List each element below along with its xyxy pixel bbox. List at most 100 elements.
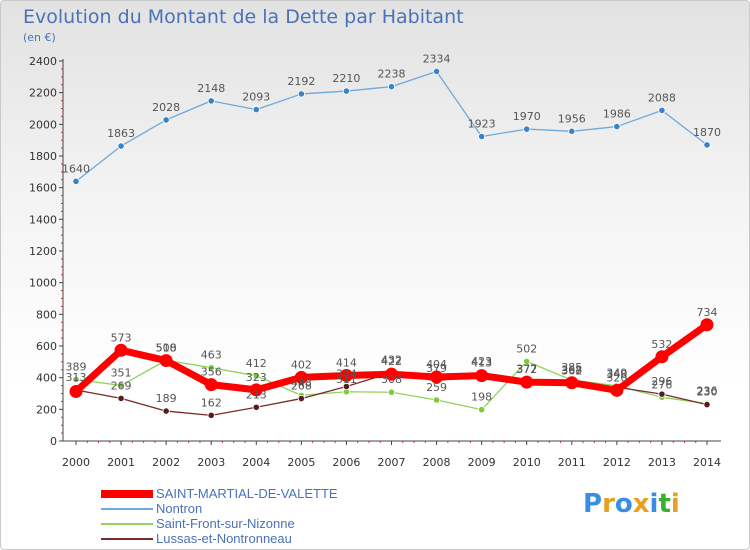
y-tick-label: 2000 (29, 118, 57, 131)
legend-label: Nontron (156, 501, 203, 516)
data-point-2 (432, 396, 441, 404)
data-point-0 (520, 375, 534, 389)
data-label-3: 423 (471, 355, 492, 368)
x-tick-label: 2005 (287, 456, 315, 469)
data-label-3: 377 (516, 362, 537, 375)
data-label-1: 1640 (62, 162, 90, 175)
legend-swatch-saint-martial (101, 490, 153, 498)
data-label-0: 320 (606, 371, 627, 384)
data-point-1 (387, 83, 396, 91)
data-label-2: 448 (291, 376, 312, 389)
y-tick-label: 800 (36, 308, 57, 321)
legend-swatch-saint-front (101, 523, 153, 525)
legend-swatch-lussas (101, 538, 153, 540)
data-label-3: 162 (201, 396, 222, 409)
data-label-2: 412 (246, 357, 267, 370)
data-label-0: 532 (651, 338, 672, 351)
logo-letter: r (602, 489, 615, 519)
data-label-3: 362 (561, 365, 582, 378)
data-point-3 (658, 390, 666, 398)
data-label-1: 1970 (513, 110, 541, 123)
x-tick-label: 2002 (152, 456, 180, 469)
data-label-1: 1923 (468, 118, 496, 131)
data-label-0: 368 (561, 364, 582, 377)
data-label-0: 413 (471, 357, 492, 370)
data-point-3 (297, 394, 305, 403)
data-point-0 (610, 383, 624, 397)
y-tick-label: 2200 (29, 87, 57, 100)
data-label-0: 356 (201, 366, 222, 379)
data-label-0: 372 (516, 363, 537, 376)
data-label-0: 573 (111, 331, 132, 344)
data-label-2: 351 (111, 366, 132, 379)
x-tick-label: 2007 (378, 456, 406, 469)
data-point-2 (478, 406, 486, 414)
x-tick-label: 2004 (242, 456, 270, 469)
data-label-0: 323 (246, 371, 267, 384)
data-label-2: 389 (66, 360, 87, 373)
y-tick-label: 400 (36, 372, 57, 385)
data-label-1: 2093 (242, 91, 270, 104)
data-point-1 (478, 132, 486, 141)
logo-letter: i (670, 489, 680, 519)
x-tick-label: 2000 (62, 456, 90, 469)
data-point-3 (252, 403, 260, 411)
data-point-1 (207, 97, 215, 105)
data-point-0 (159, 354, 173, 368)
data-label-2: 510 (156, 341, 177, 354)
data-label-0: 414 (336, 356, 357, 369)
data-label-1: 2028 (152, 101, 180, 114)
data-point-0 (339, 368, 353, 382)
data-point-1 (342, 87, 351, 95)
data-point-1 (162, 116, 170, 124)
data-label-2: 349 (606, 367, 627, 380)
data-label-2: 385 (561, 361, 582, 374)
data-point-1 (703, 141, 711, 149)
y-tick-label: 0 (50, 435, 57, 448)
data-label-0: 422 (381, 355, 402, 368)
data-point-3 (207, 411, 215, 419)
data-label-1: 2210 (332, 72, 360, 85)
data-point-0 (700, 318, 714, 332)
data-label-1: 2148 (197, 82, 225, 95)
data-point-0 (430, 370, 444, 384)
data-point-2 (252, 372, 260, 380)
data-point-0 (565, 376, 579, 390)
data-point-1 (568, 127, 576, 135)
data-point-3 (342, 382, 351, 391)
data-point-3 (703, 400, 711, 409)
y-tick-label: 2400 (29, 55, 57, 68)
data-point-1 (432, 67, 441, 76)
data-point-0 (655, 350, 669, 364)
data-point-1 (523, 125, 531, 133)
y-tick-label: 1800 (29, 150, 57, 163)
data-label-1: 1863 (107, 127, 135, 140)
data-label-2: 236 (697, 385, 718, 398)
y-tick-label: 1600 (29, 182, 57, 195)
x-tick-label: 2001 (107, 456, 135, 469)
data-point-3 (117, 394, 125, 403)
y-tick-label: 1400 (29, 213, 57, 226)
data-point-1 (117, 142, 125, 150)
proxiti-logo: Proxiti (583, 489, 680, 519)
data-label-2: 463 (201, 349, 222, 362)
data-label-2: 276 (651, 378, 672, 391)
data-label-3: 230 (697, 386, 718, 399)
logo-letter: i (649, 489, 659, 519)
data-label-3: 213 (246, 388, 267, 401)
data-point-0 (385, 367, 398, 381)
data-point-1 (658, 106, 666, 115)
x-tick-label: 2010 (513, 456, 541, 469)
logo-letter: x (632, 489, 650, 519)
data-label-3: 296 (651, 375, 672, 388)
data-label-1: 2192 (287, 75, 315, 88)
y-tick-label: 600 (36, 340, 57, 353)
data-point-0 (475, 369, 489, 383)
legend-label: Saint-Front-sur-Nizonne (156, 516, 295, 531)
x-tick-label: 2003 (197, 456, 225, 469)
data-label-0: 404 (426, 358, 447, 371)
data-label-1: 2088 (648, 91, 676, 104)
data-label-3: 313 (66, 371, 87, 384)
